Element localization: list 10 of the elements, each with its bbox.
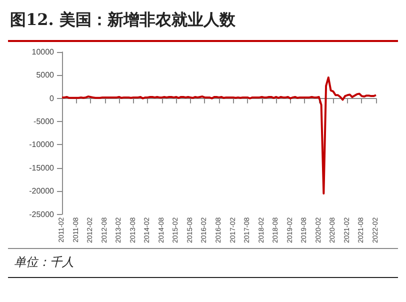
chart-title: 图12. 美国：新增非农就业人数 — [10, 10, 236, 31]
text: 单位：千人 — [14, 254, 74, 271]
y-tick-label: 0 — [50, 94, 55, 103]
y-tick-label: 10000 — [32, 48, 55, 56]
y-tick-label: -15000 — [29, 163, 55, 172]
y-tick-label: -20000 — [29, 186, 55, 196]
y-tick-label: -25000 — [29, 210, 55, 219]
y-tick-label: -5000 — [34, 117, 55, 126]
y-tick-label: -10000 — [29, 140, 55, 150]
y-tick-label: 5000 — [36, 70, 55, 80]
